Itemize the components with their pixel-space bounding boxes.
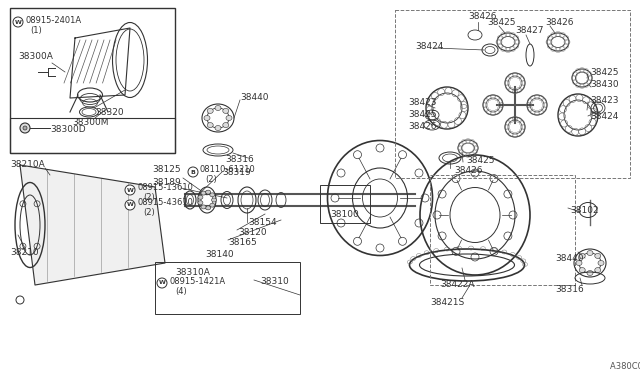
Text: 38426: 38426: [454, 166, 483, 175]
Text: 38426: 38426: [468, 12, 497, 21]
Ellipse shape: [598, 260, 604, 266]
Text: 38210: 38210: [10, 248, 38, 257]
Text: 38165: 38165: [228, 238, 257, 247]
Text: 38210A: 38210A: [10, 160, 45, 169]
Text: 38425: 38425: [466, 156, 495, 165]
Text: 38425: 38425: [590, 68, 618, 77]
Text: 38426: 38426: [408, 122, 436, 131]
Text: 38189: 38189: [152, 178, 180, 187]
Text: (2): (2): [205, 175, 217, 184]
Ellipse shape: [210, 203, 215, 207]
Text: 38125: 38125: [152, 165, 180, 174]
Ellipse shape: [587, 250, 593, 256]
Bar: [395, 10, 630, 178]
Bar: [320, 185, 370, 223]
Ellipse shape: [595, 253, 601, 259]
Bar: [10, 118, 175, 153]
Text: 08110-61210: 08110-61210: [200, 165, 256, 174]
Ellipse shape: [223, 122, 228, 128]
Text: 38319: 38319: [222, 168, 251, 177]
Text: 38140: 38140: [205, 250, 234, 259]
Ellipse shape: [207, 122, 213, 128]
Ellipse shape: [201, 205, 206, 209]
Text: 38310: 38310: [260, 277, 289, 286]
Text: 38423: 38423: [408, 98, 436, 107]
Text: (2): (2): [143, 193, 155, 202]
Ellipse shape: [595, 267, 601, 273]
Text: 38120: 38120: [238, 228, 267, 237]
Circle shape: [20, 123, 30, 133]
Circle shape: [125, 200, 135, 210]
Ellipse shape: [205, 206, 211, 210]
Ellipse shape: [579, 253, 585, 259]
Text: 38440: 38440: [240, 93, 269, 102]
Ellipse shape: [204, 115, 210, 121]
Text: 38300A: 38300A: [18, 52, 53, 61]
Text: 38316: 38316: [225, 155, 253, 164]
Circle shape: [125, 185, 135, 195]
Ellipse shape: [215, 106, 221, 110]
Text: 38310A: 38310A: [175, 268, 210, 277]
Ellipse shape: [587, 270, 593, 276]
Text: 38440: 38440: [555, 254, 584, 263]
Text: W: W: [127, 187, 133, 192]
Text: 38300M: 38300M: [72, 118, 109, 127]
Text: W: W: [127, 202, 133, 208]
Text: 38430: 38430: [590, 80, 619, 89]
Text: 38421S: 38421S: [430, 298, 464, 307]
Text: 38422A: 38422A: [440, 280, 474, 289]
Ellipse shape: [201, 191, 206, 195]
Text: 38426: 38426: [545, 18, 573, 27]
Ellipse shape: [211, 198, 216, 202]
Text: W: W: [159, 280, 165, 285]
Circle shape: [157, 278, 167, 288]
Text: 08915-13610: 08915-13610: [138, 183, 194, 192]
Text: (1): (1): [30, 26, 42, 35]
Text: B: B: [191, 170, 195, 174]
Ellipse shape: [579, 267, 585, 273]
Ellipse shape: [198, 195, 203, 199]
Text: 38425: 38425: [408, 110, 436, 119]
Ellipse shape: [205, 190, 211, 194]
Circle shape: [23, 126, 27, 130]
Circle shape: [13, 17, 23, 27]
Text: A380C0 37: A380C0 37: [610, 362, 640, 371]
Text: 38424: 38424: [415, 42, 444, 51]
Text: 38154: 38154: [248, 218, 276, 227]
Text: 38424: 38424: [590, 112, 618, 121]
Text: 08915-1421A: 08915-1421A: [170, 277, 226, 286]
Bar: [155, 262, 300, 314]
Text: (2): (2): [143, 208, 155, 217]
Text: 08915-43610: 08915-43610: [138, 198, 194, 207]
Text: 38427: 38427: [515, 26, 543, 35]
Ellipse shape: [207, 108, 213, 113]
Text: 38102: 38102: [570, 206, 598, 215]
Ellipse shape: [226, 115, 232, 121]
Polygon shape: [20, 165, 165, 285]
Ellipse shape: [223, 108, 228, 113]
Ellipse shape: [210, 193, 215, 197]
Bar: [430, 175, 575, 285]
Text: 38425: 38425: [487, 18, 515, 27]
Text: (4): (4): [175, 287, 187, 296]
Text: 38320: 38320: [95, 108, 124, 117]
Ellipse shape: [198, 201, 203, 205]
Ellipse shape: [576, 260, 582, 266]
Text: 08915-2401A: 08915-2401A: [25, 16, 81, 25]
Text: W: W: [15, 19, 21, 25]
Text: 38300D: 38300D: [50, 125, 86, 134]
Text: 38423: 38423: [590, 96, 618, 105]
Ellipse shape: [215, 125, 221, 131]
Circle shape: [188, 167, 198, 177]
Bar: [10, 8, 175, 153]
Text: 38100: 38100: [330, 210, 359, 219]
Text: 38316: 38316: [555, 285, 584, 294]
